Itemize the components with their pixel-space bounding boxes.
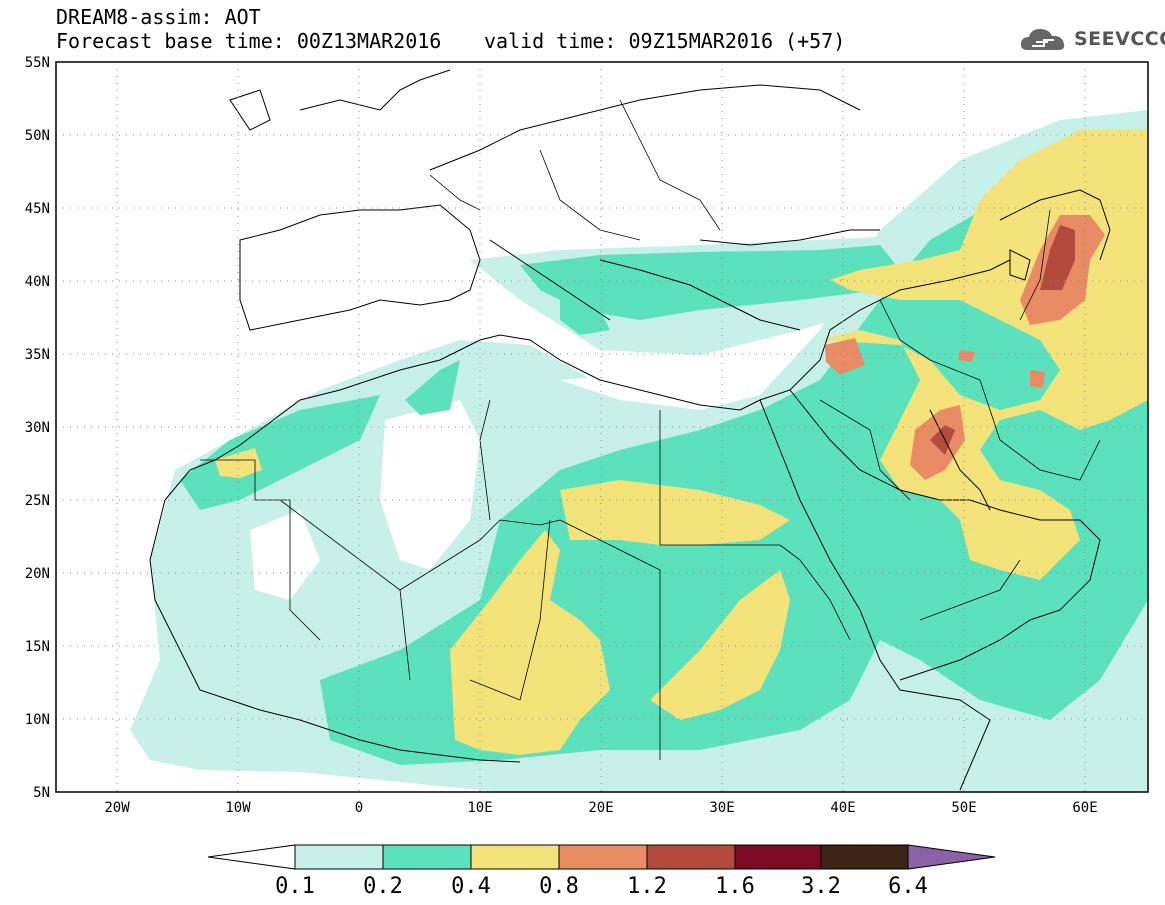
colorbar-level-label: 0.4 <box>451 874 491 899</box>
lon-tick-label: 10W <box>225 800 251 816</box>
aot-holes <box>250 305 970 600</box>
colorbar-level-label: 0.2 <box>363 874 403 899</box>
colorbar-box <box>558 844 648 870</box>
lat-tick-label: 45N <box>25 201 50 217</box>
lon-tick-label: 60E <box>1072 800 1097 816</box>
forecast-base-time: Forecast base time: 00Z13MAR2016 <box>56 29 442 53</box>
colorbar-box <box>820 844 909 870</box>
colorbar: 0.1 0.2 0.4 0.8 1.2 1.6 3.2 6.4 <box>207 844 996 899</box>
country-borders <box>200 99 1101 760</box>
lat-tick-label: 30N <box>25 420 50 436</box>
colorbar-box <box>294 844 384 870</box>
aot-shading <box>130 110 1148 792</box>
colorbar-box <box>470 844 560 870</box>
colorbar-box <box>734 844 822 870</box>
valid-time: valid time: 09Z15MAR2016 (+57) <box>484 29 846 53</box>
lat-tick-label: 15N <box>25 639 50 655</box>
lat-tick-label: 40N <box>25 274 50 290</box>
lat-tick-label: 35N <box>25 347 50 363</box>
logo-text: SEEVCCC <box>1074 28 1165 50</box>
gridlines <box>56 62 1148 792</box>
lat-tick-label: 5N <box>33 785 50 801</box>
colorbar-left-arrow <box>207 844 296 870</box>
colorbar-level-label: 1.2 <box>627 874 667 899</box>
colorbar-box <box>646 844 736 870</box>
lon-tick-label: 10E <box>467 800 492 816</box>
lat-tick-label: 50N <box>25 128 50 144</box>
lat-tick-label: 10N <box>25 712 50 728</box>
colorbar-level-label: 3.2 <box>801 874 841 899</box>
lat-tick-label: 55N <box>25 55 50 71</box>
lat-tick-label: 25N <box>25 493 50 509</box>
colorbar-level-label: 0.1 <box>275 874 315 899</box>
lon-tick-label: 50E <box>951 800 976 816</box>
lon-axis: 20W 10W 0 10E 20E 30E 40E 50E 60E <box>104 800 1097 816</box>
aot-level-1.2 <box>930 225 1075 455</box>
plot-frame <box>55 61 1149 793</box>
lon-tick-label: 0 <box>355 800 363 816</box>
lon-tick-label: 20E <box>588 800 613 816</box>
colorbar-box <box>382 844 472 870</box>
colorbar-level-label: 6.4 <box>888 874 928 899</box>
lon-tick-label: 20W <box>104 800 130 816</box>
coastlines <box>149 69 1111 791</box>
colorbar-level-label: 1.6 <box>715 874 755 899</box>
lon-tick-label: 30E <box>709 800 734 816</box>
colorbar-right-arrow <box>907 844 996 870</box>
lat-tick-label: 20N <box>25 566 50 582</box>
lon-tick-label: 40E <box>830 800 855 816</box>
chart-title: DREAM8-assim: AOT <box>56 5 261 29</box>
seevccc-logo: SEEVCCC <box>1018 24 1165 56</box>
colorbar-level-label: 0.8 <box>539 874 579 899</box>
cloud-icon <box>1020 29 1065 50</box>
lat-axis: 55N 50N 45N 40N 35N 30N 25N 20N 15N 10N … <box>25 55 50 801</box>
